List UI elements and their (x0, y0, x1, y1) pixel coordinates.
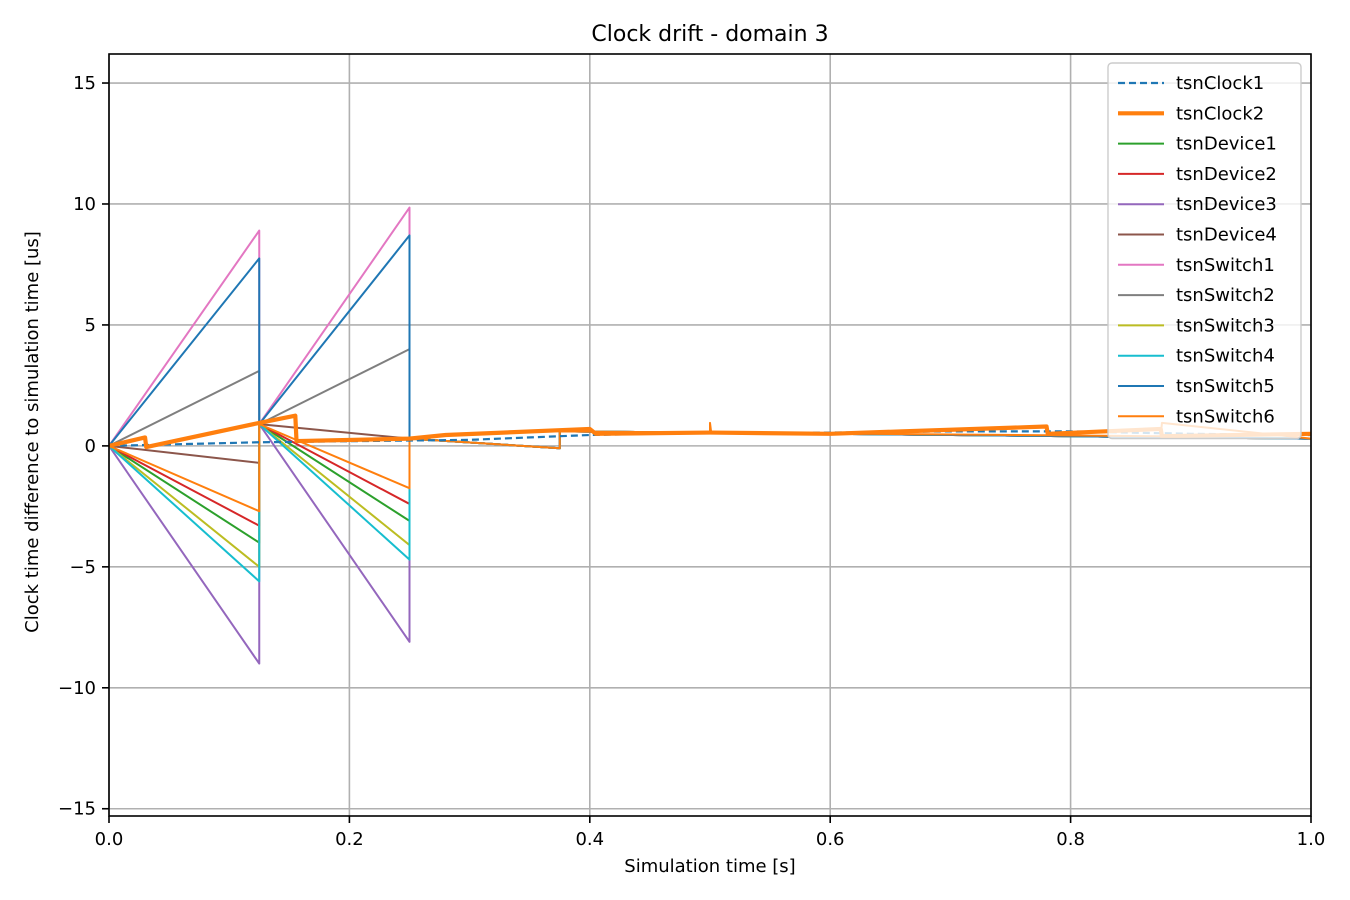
series-group (109, 206, 1311, 665)
axes: 0.0 0.2 0.4 0.6 0.8 1.0 −15 −10 −5 0 5 10 15 (58, 53, 1326, 850)
x-tick-label: 1.0 (1297, 829, 1326, 850)
legend-label: tsnSwitch6 (1176, 406, 1275, 427)
chart-title: Clock drift - domain 3 (591, 22, 828, 47)
y-tick-label: −5 (69, 557, 96, 578)
x-tick-label: 0.8 (1056, 829, 1085, 850)
x-axis-label: Simulation time [s] (624, 856, 795, 877)
legend-label: tsnDevice4 (1176, 225, 1277, 246)
legend-label: tsnDevice1 (1176, 134, 1277, 155)
legend-box (1107, 62, 1302, 440)
x-tick-label: 0.4 (575, 829, 604, 850)
legend-label: tsnSwitch5 (1176, 376, 1275, 397)
y-axis-label: Clock time difference to simulation time… (22, 231, 43, 633)
legend-label: tsnSwitch4 (1176, 346, 1275, 367)
legend-label: tsnSwitch1 (1176, 255, 1275, 276)
legend-label: tsnSwitch2 (1176, 285, 1275, 306)
legend: tsnClock1 tsnClock2 tsnDevice1 tsnDevice2 ts… (1107, 62, 1302, 440)
y-tick-label: 0 (85, 436, 96, 457)
x-tick-label: 0.2 (335, 829, 364, 850)
legend-label: tsnDevice2 (1176, 164, 1277, 185)
y-tick-label: 5 (85, 315, 96, 336)
legend-label: tsnClock1 (1176, 73, 1264, 94)
legend-label: tsnClock2 (1176, 103, 1264, 124)
y-tick-label: −10 (58, 678, 96, 699)
legend-label: tsnSwitch3 (1176, 315, 1275, 336)
legend-label: tsnDevice3 (1176, 194, 1277, 215)
series-line-tsnClock2 (109, 413, 1311, 450)
x-tick-label: 0.6 (816, 829, 845, 850)
x-tick-label: 0.0 (95, 829, 124, 850)
y-tick-label: 15 (73, 73, 96, 94)
y-tick-label: 10 (73, 194, 96, 215)
plot-frame (108, 53, 1312, 817)
y-tick-label: −15 (58, 799, 96, 820)
